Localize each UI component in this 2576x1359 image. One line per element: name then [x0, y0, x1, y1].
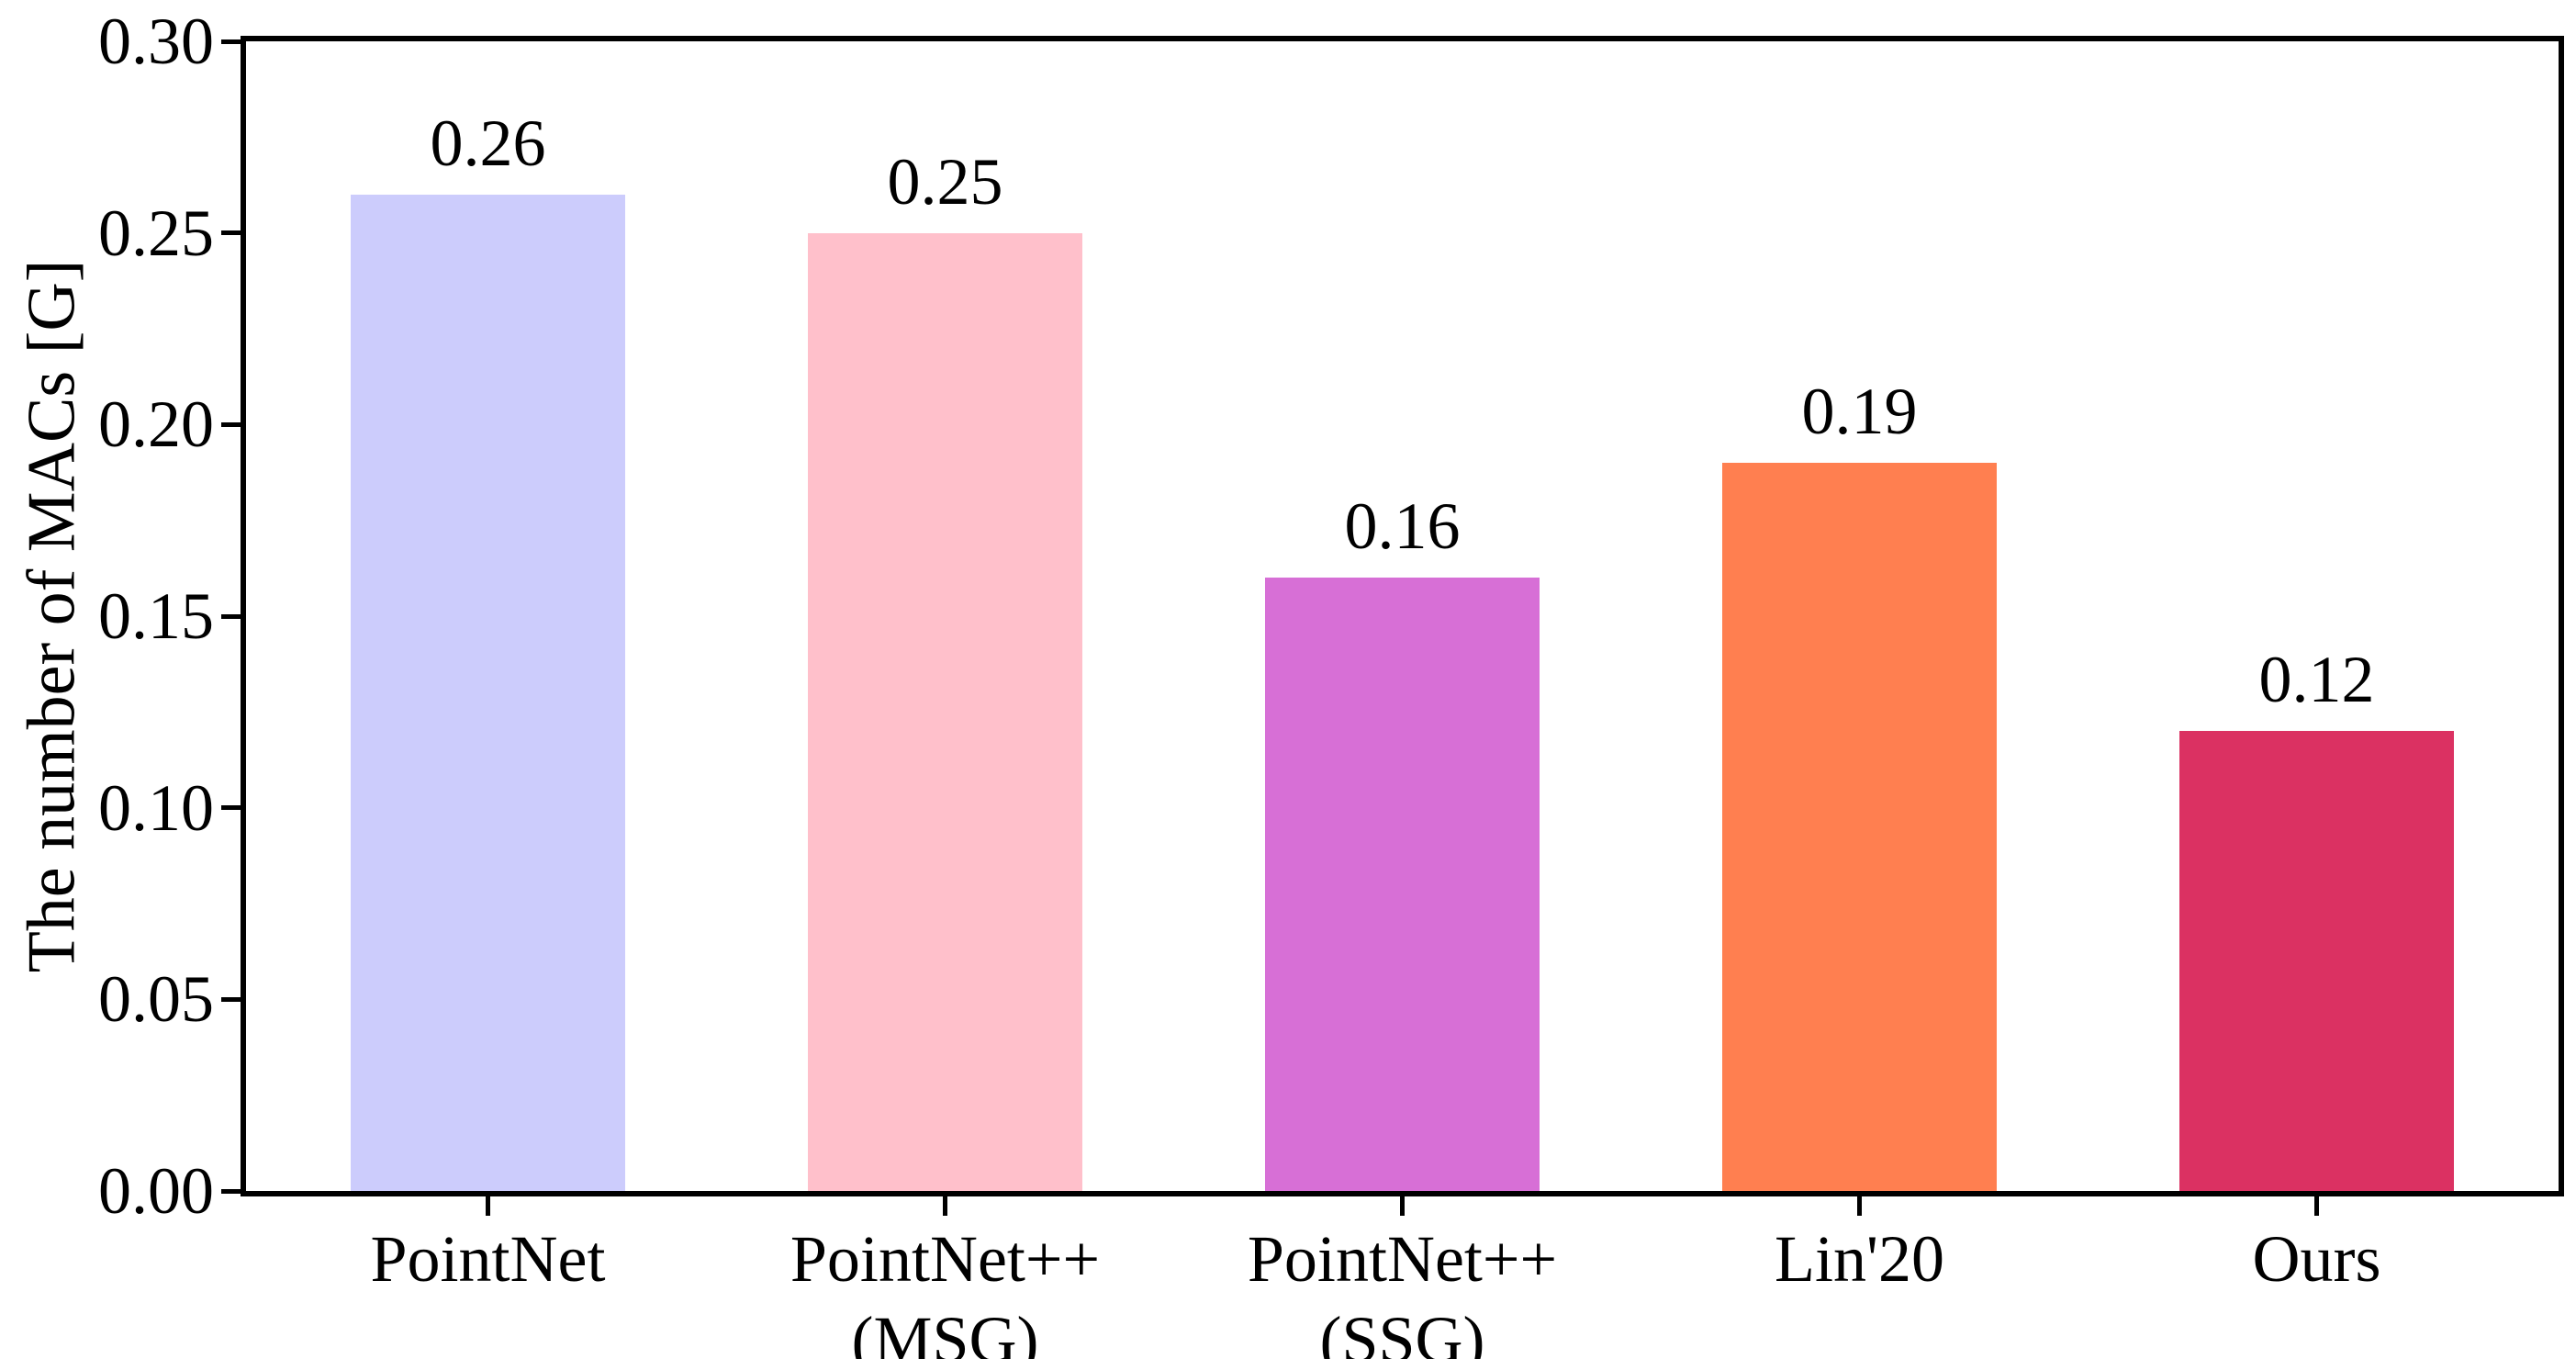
y-tick-label: 0.10: [98, 770, 214, 845]
bar-value-label: 0.25: [887, 144, 1003, 219]
plot-area: 0.00 0.05 0.10 0.15 0.20 0.25 0.30 0.26 PointNet…: [98, 5, 2564, 1359]
y-tick: [221, 613, 241, 619]
bar-value-label: 0.26: [430, 106, 546, 180]
x-tick-label: Lin'20: [1775, 1222, 1944, 1296]
bar: [1722, 463, 1997, 1191]
x-tick-label: PointNet++ (MSG): [790, 1222, 1101, 1359]
x-tick: [1400, 1196, 1405, 1216]
y-tick: [221, 1188, 241, 1194]
x-tick: [2314, 1196, 2319, 1216]
x-tick-label: PointNet: [370, 1222, 606, 1296]
y-tick-label: 0.30: [98, 5, 214, 78]
y-tick-label: 0.20: [98, 387, 214, 462]
y-tick: [221, 421, 241, 427]
bar-value-label: 0.19: [1801, 375, 1918, 449]
bar: [1265, 578, 1540, 1191]
bar: [2179, 731, 2454, 1191]
y-tick-label: 0.05: [98, 962, 214, 1037]
bar-value-label: 0.12: [2258, 643, 2375, 717]
x-tick-label: Ours: [2252, 1222, 2381, 1296]
bar: [351, 194, 625, 1191]
y-tick-label: 0.00: [98, 1154, 214, 1228]
y-tick-label: 0.15: [98, 579, 214, 653]
y-tick: [221, 230, 241, 236]
bar: [808, 232, 1082, 1191]
y-tick: [221, 996, 241, 1002]
x-tick: [486, 1196, 490, 1216]
y-tick-label: 0.25: [98, 196, 214, 270]
x-tick-label: PointNet++ (SSG): [1247, 1222, 1558, 1359]
x-tick: [943, 1196, 947, 1216]
y-tick: [221, 39, 241, 44]
x-tick: [1857, 1196, 1862, 1216]
bar-value-label: 0.16: [1344, 489, 1461, 564]
y-tick: [221, 805, 241, 811]
